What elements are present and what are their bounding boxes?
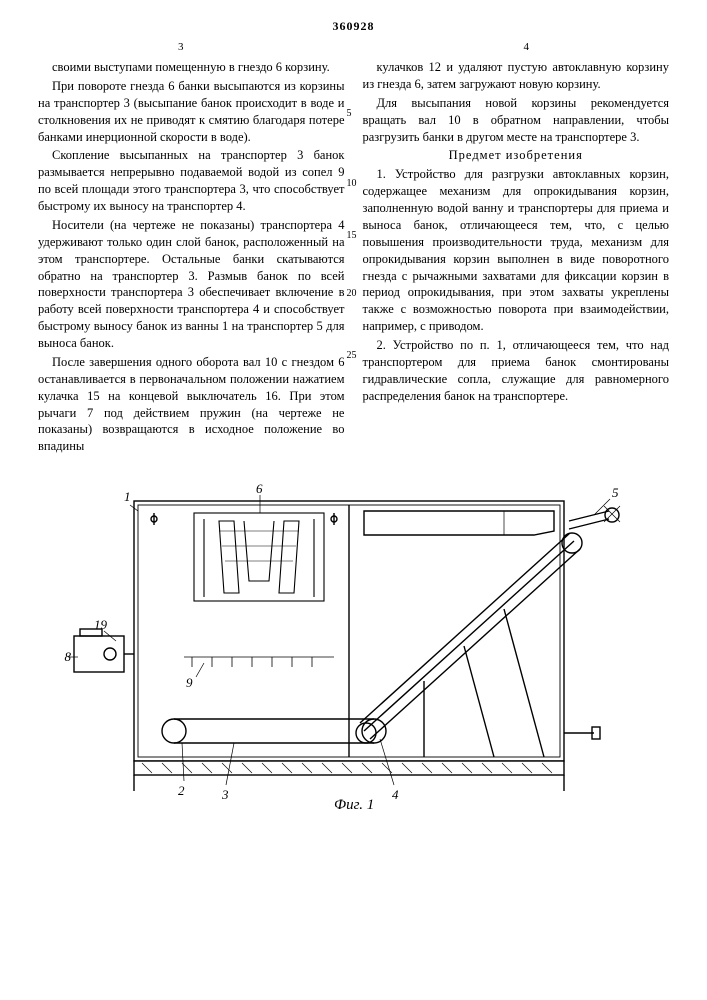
left-p1: своими выступами помещенную в гнездо 6 к… <box>38 59 345 76</box>
callout-3: 3 <box>221 787 229 802</box>
left-p2: При повороте гнезда 6 банки высыпаются и… <box>38 78 345 146</box>
left-column: своими выступами помещенную в гнездо 6 к… <box>38 59 345 457</box>
right-p2: Для высыпания новой корзины рекомендуетс… <box>363 95 670 146</box>
page-num-left: 3 <box>178 40 184 55</box>
callout-18: 18 <box>64 649 72 664</box>
right-column: 5 10 15 20 25 кулачков 12 и удаляют пуст… <box>363 59 670 457</box>
callout-1: 1 <box>124 489 131 504</box>
line-num-10: 10 <box>347 177 357 191</box>
right-p3: 1. Устройство для разгрузки автоклавных … <box>363 166 670 335</box>
line-num-25: 25 <box>347 349 357 363</box>
doc-number: 360928 <box>38 18 669 34</box>
callout-6: 6 <box>256 481 263 496</box>
right-p1: кулачков 12 и удаляют пустую автоклавную… <box>363 59 670 93</box>
line-num-20: 20 <box>347 287 357 301</box>
left-p5: После завершения одного оборота вал 10 с… <box>38 354 345 455</box>
line-num-15: 15 <box>347 229 357 243</box>
text-columns: своими выступами помещенную в гнездо 6 к… <box>38 59 669 457</box>
figure-1: 1 6 5 19 18 2 3 4 9 Фиг. 1 <box>38 481 669 811</box>
left-p4: Носители (на чертеже не показаны) трансп… <box>38 217 345 352</box>
callout-9: 9 <box>186 675 193 690</box>
section-title: Предмет изобретения <box>363 147 670 164</box>
callout-4: 4 <box>392 787 399 802</box>
figure-label: Фиг. 1 <box>334 797 374 811</box>
left-p3: Скопление высыпанных на транспортер 3 ба… <box>38 147 345 215</box>
callout-19: 19 <box>94 617 108 632</box>
page-num-right: 4 <box>524 40 530 55</box>
callout-5: 5 <box>612 485 619 500</box>
callout-2: 2 <box>178 783 185 798</box>
right-p4: 2. Устройство по п. 1, отличающееся тем,… <box>363 337 670 405</box>
figure-svg: 1 6 5 19 18 2 3 4 9 Фиг. 1 <box>64 481 644 811</box>
line-num-5: 5 <box>347 107 352 121</box>
